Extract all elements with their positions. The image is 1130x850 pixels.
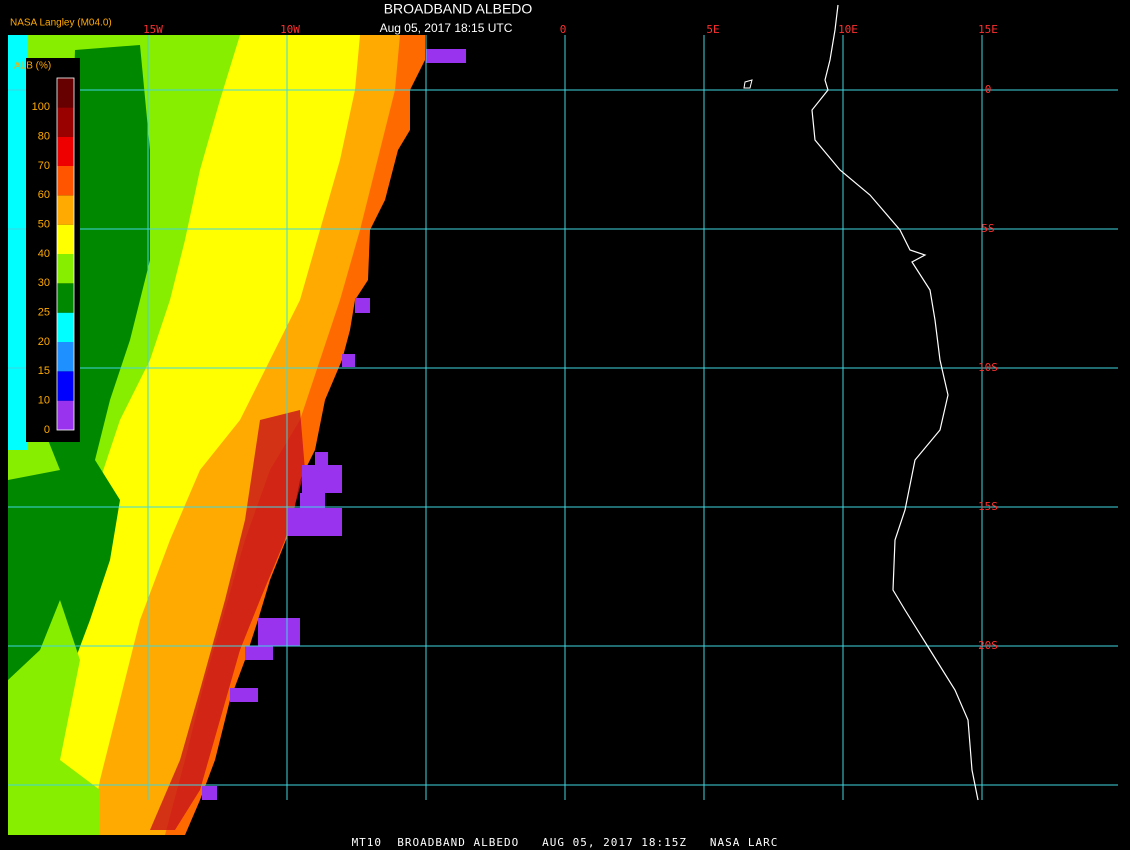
graticule	[8, 35, 1118, 800]
legend-swatch	[57, 283, 74, 313]
legend-label: 0	[44, 424, 50, 436]
legend-swatch	[57, 78, 74, 108]
longitude-label: 15E	[978, 23, 998, 36]
title: BROADBAND ALBEDO	[384, 1, 533, 17]
island	[743, 79, 753, 89]
legend-label: 20	[38, 336, 50, 348]
legend-swatch	[57, 400, 74, 430]
legend-label: 80	[38, 131, 50, 143]
legend-swatch	[57, 312, 74, 342]
swath	[8, 35, 425, 835]
latitude-label: 10S	[978, 361, 998, 374]
latitude-label: 20S	[978, 639, 998, 652]
legend-title: ALB (%)	[14, 61, 51, 72]
legend-swatch	[57, 107, 74, 137]
latitude-label: 5S	[981, 222, 994, 235]
subtitle: Aug 05, 2017 18:15 UTC	[380, 21, 513, 35]
legend-swatch	[57, 342, 74, 372]
legend-swatch	[57, 224, 74, 254]
legend-label: 70	[38, 160, 50, 172]
legend-label: 10	[38, 395, 50, 407]
legend-swatch	[57, 195, 74, 225]
legend-label: 25	[38, 307, 50, 319]
legend-swatch	[57, 254, 74, 284]
legend-label: 40	[38, 248, 50, 260]
purple-patches	[202, 49, 466, 800]
longitude-label: 5E	[706, 23, 719, 36]
longitude-label: 0	[560, 23, 567, 36]
legend-label: 60	[38, 189, 50, 201]
producer: NASA Langley (M04.0)	[10, 18, 112, 29]
coastline	[811, 4, 979, 801]
footer: MT10 BROADBAND ALBEDO AUG 05, 2017 18:15…	[352, 836, 779, 849]
longitude-label: 10W	[280, 23, 300, 36]
legend: 0 10 15 20 25 30 40 50 60 70 80 100	[32, 77, 75, 436]
legend-frame	[56, 77, 75, 431]
legend-swatch	[57, 166, 74, 196]
latitude-label: 0	[985, 83, 992, 96]
legend-label: 30	[38, 277, 50, 289]
longitude-label: 10E	[838, 23, 858, 36]
legend-label: 50	[38, 219, 50, 231]
latitude-label: 15S	[978, 500, 998, 513]
legend-label: 15	[38, 365, 50, 377]
legend-swatch	[57, 371, 74, 401]
legend-label: 100	[32, 101, 50, 113]
legend-swatch	[57, 136, 74, 166]
longitude-label: 15W	[143, 23, 163, 36]
